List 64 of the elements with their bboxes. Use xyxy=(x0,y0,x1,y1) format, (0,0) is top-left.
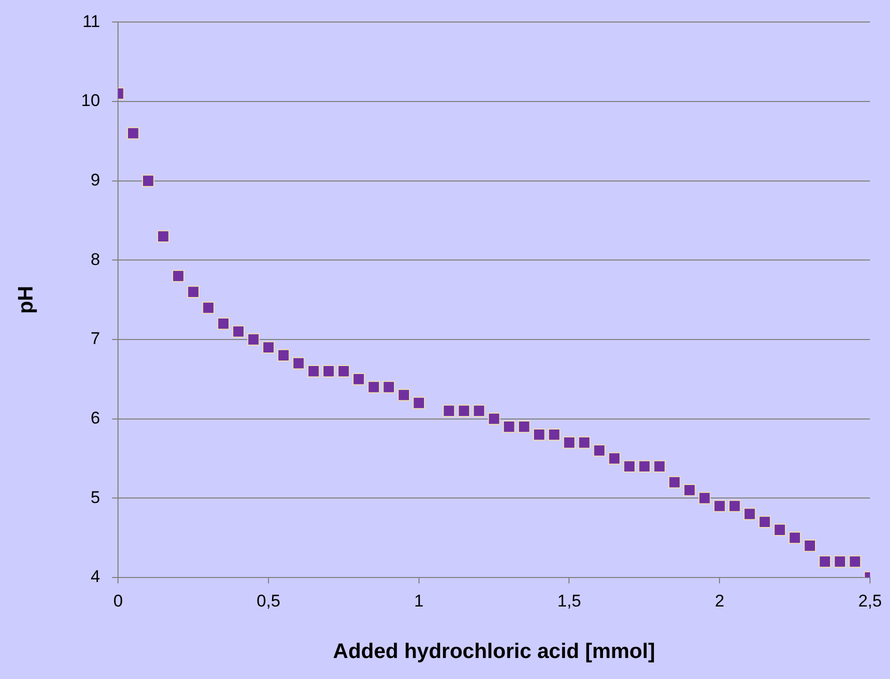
point xyxy=(277,349,290,362)
y-tick-label: 8 xyxy=(90,250,100,269)
x-tick-label: 0 xyxy=(113,591,123,610)
point xyxy=(382,380,395,394)
point xyxy=(758,516,771,528)
point xyxy=(157,230,170,243)
point xyxy=(187,286,200,298)
y-tick-label: 10 xyxy=(81,91,100,110)
point xyxy=(142,174,154,187)
point xyxy=(172,270,184,282)
point xyxy=(548,428,560,441)
x-tick-label: 1,5 xyxy=(557,591,582,610)
point xyxy=(502,420,516,433)
x-axis-title: Added hydrochloric acid [mmol] xyxy=(333,640,656,664)
y-tick-label: 7 xyxy=(90,329,100,348)
point xyxy=(653,460,666,473)
point xyxy=(247,333,260,346)
point xyxy=(698,492,711,504)
point xyxy=(488,412,500,425)
point xyxy=(593,444,606,457)
x-tick-label: 2 xyxy=(714,591,724,610)
point xyxy=(472,404,486,417)
point xyxy=(804,540,816,552)
point xyxy=(848,555,862,568)
point xyxy=(217,317,230,330)
point xyxy=(744,508,756,520)
point xyxy=(608,452,621,465)
point xyxy=(292,357,305,370)
y-axis-title: pH xyxy=(14,286,38,314)
point xyxy=(788,532,801,544)
y-tick-label: 6 xyxy=(90,408,100,428)
point xyxy=(834,555,846,568)
point xyxy=(818,555,832,568)
point xyxy=(728,500,741,512)
point xyxy=(683,484,696,496)
y-tick-label: 11 xyxy=(82,12,100,31)
point xyxy=(398,388,410,402)
point xyxy=(338,365,350,378)
point xyxy=(774,524,786,536)
point xyxy=(458,404,470,417)
point xyxy=(638,460,651,473)
point xyxy=(368,380,380,394)
x-tick-label: 2,5 xyxy=(858,591,882,610)
point xyxy=(713,500,726,512)
point xyxy=(352,372,365,386)
y-tick-label: 5 xyxy=(90,488,100,507)
y-tick-label: 9 xyxy=(90,170,100,190)
y-tick-label: 4 xyxy=(90,567,100,586)
point xyxy=(307,365,320,378)
x-tick-label: 1 xyxy=(414,591,424,610)
point xyxy=(232,325,245,338)
point xyxy=(518,420,530,433)
point xyxy=(668,476,681,488)
point xyxy=(126,127,140,140)
point xyxy=(563,436,576,449)
point xyxy=(623,460,636,473)
x-tick-label: 0,5 xyxy=(256,591,280,610)
point xyxy=(322,365,335,378)
point xyxy=(578,436,590,449)
point xyxy=(533,428,546,441)
point xyxy=(412,396,426,410)
point xyxy=(442,404,456,417)
point xyxy=(262,341,275,354)
point xyxy=(202,302,214,314)
